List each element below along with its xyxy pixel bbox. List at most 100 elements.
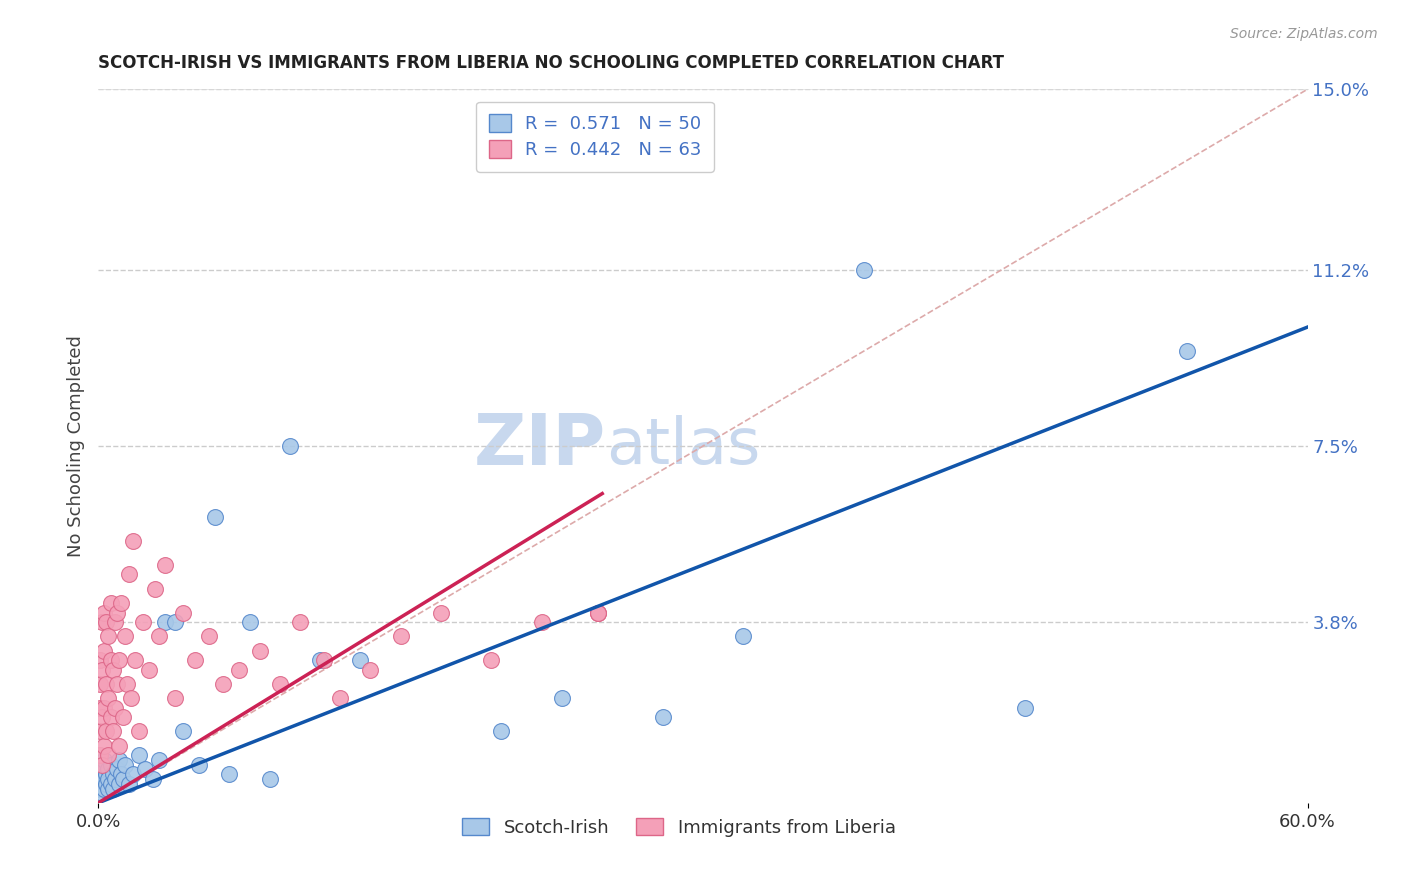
Point <box>153 615 176 629</box>
Point <box>110 767 132 781</box>
Point <box>118 777 141 791</box>
Point <box>105 763 128 777</box>
Point <box>96 777 118 791</box>
Point <box>132 615 155 629</box>
Point <box>212 677 235 691</box>
Point <box>586 606 609 620</box>
Point <box>121 534 143 549</box>
Point <box>188 757 211 772</box>
Point <box>228 663 250 677</box>
Point <box>651 710 673 724</box>
Text: Source: ZipAtlas.com: Source: ZipAtlas.com <box>1230 27 1378 41</box>
Point <box>101 663 124 677</box>
Point <box>128 724 150 739</box>
Point <box>218 767 240 781</box>
Point <box>1175 343 1198 358</box>
Point <box>100 710 122 724</box>
Point <box>89 748 111 763</box>
Point <box>107 777 129 791</box>
Point <box>96 677 118 691</box>
Point <box>586 606 609 620</box>
Point <box>91 663 114 677</box>
Point <box>101 781 124 796</box>
Point <box>269 677 291 691</box>
Point <box>103 700 125 714</box>
Point <box>204 510 226 524</box>
Point <box>172 606 194 620</box>
Point <box>101 724 124 739</box>
Point <box>97 691 120 706</box>
Point <box>124 653 146 667</box>
Point <box>142 772 165 786</box>
Point <box>97 629 120 643</box>
Point <box>96 767 118 781</box>
Point <box>97 781 120 796</box>
Point <box>91 757 114 772</box>
Point <box>91 615 114 629</box>
Point <box>1014 700 1036 714</box>
Point <box>111 772 134 786</box>
Point <box>115 677 138 691</box>
Point <box>349 653 371 667</box>
Point <box>239 615 262 629</box>
Point <box>309 653 332 667</box>
Point <box>163 691 186 706</box>
Point <box>733 629 755 643</box>
Point <box>96 615 118 629</box>
Point <box>481 653 503 667</box>
Point <box>184 653 207 667</box>
Point <box>103 772 125 786</box>
Point <box>153 558 176 572</box>
Text: ZIP: ZIP <box>474 411 606 481</box>
Point <box>89 700 111 714</box>
Point <box>530 615 553 629</box>
Point <box>551 691 574 706</box>
Point <box>114 629 136 643</box>
Point <box>103 615 125 629</box>
Point <box>148 629 170 643</box>
Point <box>89 781 111 796</box>
Point <box>89 772 111 786</box>
Point <box>138 663 160 677</box>
Point <box>96 724 118 739</box>
Point <box>314 653 336 667</box>
Point <box>101 767 124 781</box>
Point <box>172 724 194 739</box>
Point <box>89 677 111 691</box>
Point <box>128 748 150 763</box>
Point <box>89 724 111 739</box>
Point <box>249 643 271 657</box>
Point <box>110 596 132 610</box>
Point <box>134 763 156 777</box>
Point <box>91 710 114 724</box>
Point <box>430 606 453 620</box>
Point <box>105 677 128 691</box>
Point <box>89 653 111 667</box>
Point <box>163 615 186 629</box>
Point <box>491 724 513 739</box>
Y-axis label: No Schooling Completed: No Schooling Completed <box>66 335 84 557</box>
Point <box>89 763 111 777</box>
Point <box>93 781 115 796</box>
Point <box>100 653 122 667</box>
Point <box>121 767 143 781</box>
Point <box>107 753 129 767</box>
Point <box>853 263 876 277</box>
Point <box>107 739 129 753</box>
Point <box>259 772 281 786</box>
Point <box>93 772 115 786</box>
Point <box>120 691 142 706</box>
Point <box>586 606 609 620</box>
Point <box>93 700 115 714</box>
Point <box>100 596 122 610</box>
Point <box>107 653 129 667</box>
Point <box>288 615 311 629</box>
Text: SCOTCH-IRISH VS IMMIGRANTS FROM LIBERIA NO SCHOOLING COMPLETED CORRELATION CHART: SCOTCH-IRISH VS IMMIGRANTS FROM LIBERIA … <box>98 54 1004 72</box>
Point <box>118 567 141 582</box>
Point <box>278 439 301 453</box>
Point <box>91 786 114 800</box>
Point <box>114 757 136 772</box>
Point <box>389 629 412 643</box>
Point <box>93 739 115 753</box>
Point <box>198 629 221 643</box>
